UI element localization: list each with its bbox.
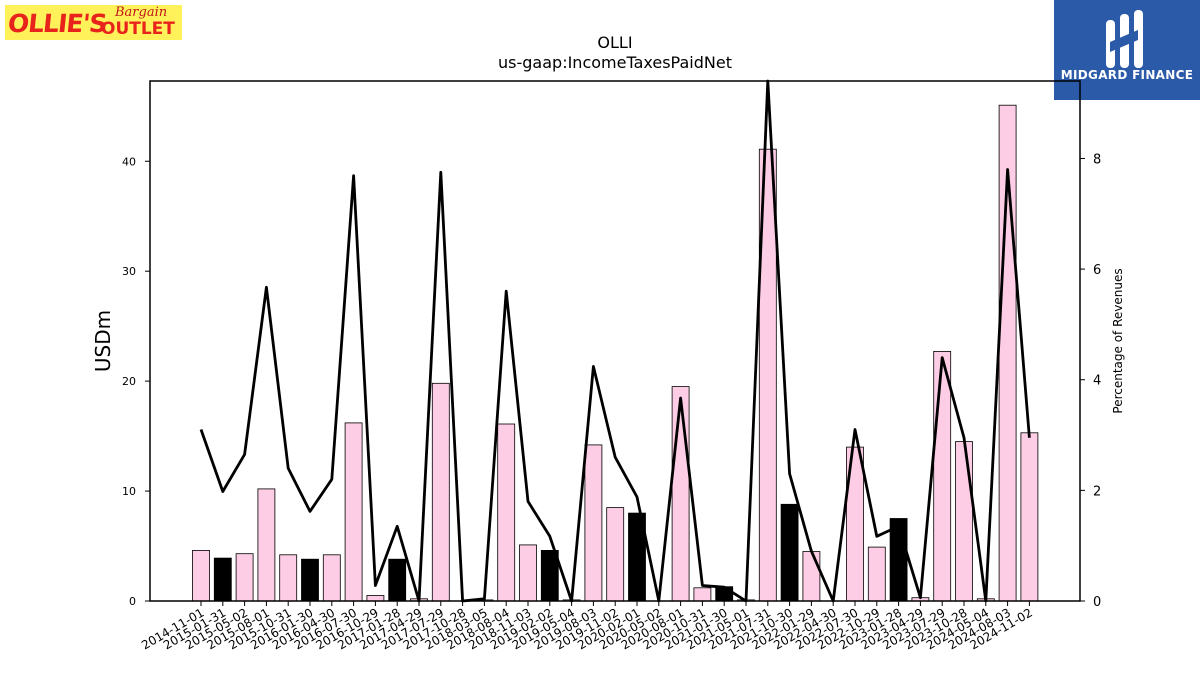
logo-brand-name: MIDGARD FINANCE xyxy=(1060,68,1194,82)
bar xyxy=(257,488,276,602)
bar xyxy=(322,554,341,602)
bar xyxy=(867,546,886,602)
y2-axis-label: Percentage of Revenues xyxy=(1111,268,1125,413)
bar xyxy=(519,544,537,602)
bar xyxy=(780,503,799,602)
bar xyxy=(1020,432,1039,602)
bar xyxy=(279,554,298,602)
bar xyxy=(388,558,407,602)
chart-subtitle: us-gaap:IncomeTaxesPaidNet xyxy=(498,53,732,72)
y2-tick-label: 2 xyxy=(1093,484,1101,499)
y2-tick-label: 6 xyxy=(1093,263,1101,278)
y2-tick-label: 0 xyxy=(1093,595,1101,610)
series-line xyxy=(199,79,1031,603)
logo-word-outlet: OUTLET xyxy=(101,19,175,39)
bar xyxy=(235,553,254,602)
y-tick-label: 30 xyxy=(122,265,136,278)
bar xyxy=(192,550,210,602)
bar xyxy=(933,350,952,602)
bar xyxy=(693,587,712,602)
ollies-logo: OLLIE'S Bargain OUTLET xyxy=(5,5,182,40)
midgard-finance-logo: MIDGARD FINANCE xyxy=(1054,0,1200,100)
y2-tick-label: 4 xyxy=(1093,374,1101,389)
bar xyxy=(213,557,232,602)
bar xyxy=(301,558,319,602)
bar xyxy=(497,423,516,602)
logo-word-bargain: Bargain xyxy=(115,5,168,20)
bar xyxy=(366,595,385,602)
y-tick-label: 20 xyxy=(122,375,136,388)
bar xyxy=(955,441,973,602)
bar xyxy=(802,551,821,602)
chart-title: OLLI xyxy=(597,33,632,52)
bars-layer xyxy=(192,104,1039,602)
y-tick-label: 0 xyxy=(129,595,136,608)
bar xyxy=(431,382,450,602)
midgard-emblem-icon xyxy=(1106,10,1143,68)
y-tick-label: 40 xyxy=(122,155,136,168)
bar xyxy=(344,422,363,602)
bar xyxy=(606,507,625,602)
y-tick-label: 10 xyxy=(122,485,136,498)
bar xyxy=(584,444,603,602)
line-layer xyxy=(199,79,1031,603)
y2-tick-label: 8 xyxy=(1093,152,1101,167)
bar xyxy=(671,386,690,602)
y-axis-label: USDm xyxy=(91,310,115,372)
